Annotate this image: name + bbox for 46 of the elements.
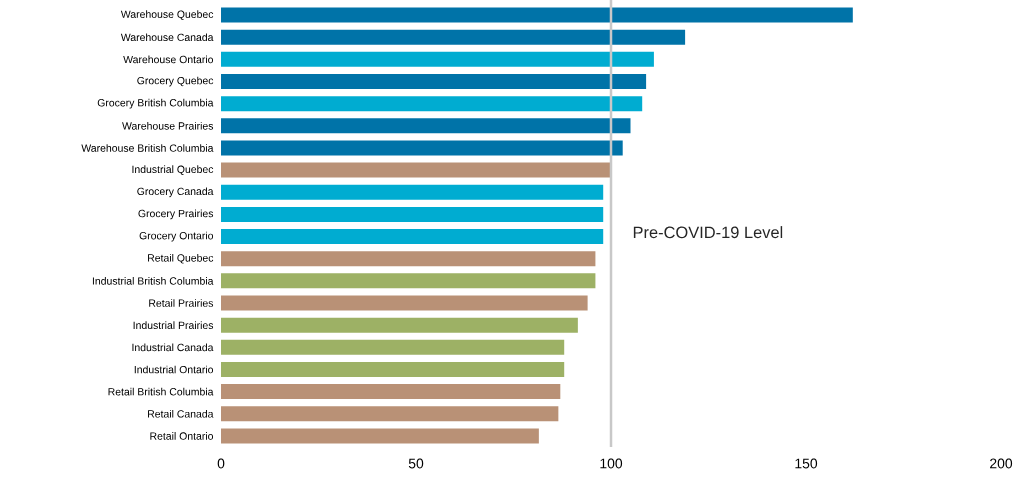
y-tick-label: Industrial Ontario — [134, 365, 214, 374]
y-tick-label: Retail Quebec — [148, 253, 214, 264]
bar — [221, 384, 561, 400]
y-tick-label: Retail Ontario — [150, 432, 214, 440]
y-tick-label: Warehouse Ontario — [123, 55, 214, 64]
ref-line-label: Pre-COVID-19 Level — [633, 226, 783, 239]
x-tick-label: 200 — [990, 458, 1013, 469]
bar — [221, 51, 654, 67]
y-tick-label: Industrial Prairies — [133, 321, 214, 330]
y-tick-label: Retail Canada — [148, 409, 214, 418]
y-tick-label: Industrial Canada — [132, 343, 214, 352]
bar — [221, 7, 853, 23]
y-tick-label: Grocery Quebec — [137, 76, 214, 87]
bar — [221, 184, 604, 200]
y-tick-label: Grocery Prairies — [138, 209, 214, 220]
y-tick-label: Grocery Ontario — [139, 231, 214, 242]
bar — [221, 140, 623, 156]
x-tick-label: 150 — [795, 458, 818, 469]
y-tick-label: Warehouse Canada — [120, 33, 214, 42]
x-tick-label: 100 — [600, 458, 623, 469]
bar — [221, 162, 612, 178]
bar — [221, 295, 588, 311]
bar — [221, 229, 604, 245]
bar — [221, 29, 686, 45]
bar — [221, 361, 565, 377]
x-tick-label: 50 — [408, 458, 424, 469]
bar — [221, 273, 596, 289]
bar — [221, 339, 565, 355]
bar — [221, 251, 596, 267]
bar — [221, 96, 643, 112]
y-tick-label: Industrial Quebec — [132, 165, 214, 175]
y-tick-label: Retail Prairies — [149, 299, 214, 307]
y-tick-label: Industrial British Columbia — [92, 277, 214, 285]
y-tick-label: Warehouse British Columbia — [81, 144, 214, 152]
y-tick-label: Grocery British Columbia — [97, 98, 214, 109]
bar — [221, 317, 578, 333]
x-tick-label: 0 — [217, 458, 225, 469]
y-tick-label: Grocery Canada — [137, 187, 214, 198]
bar — [221, 118, 631, 134]
bar — [221, 74, 647, 90]
y-tick-label: Warehouse Prairies — [122, 121, 214, 130]
bar — [221, 428, 539, 444]
y-tick-label: Warehouse Quebec — [120, 10, 214, 20]
bar — [221, 206, 604, 222]
bar — [221, 406, 559, 422]
y-tick-label: Retail British Columbia — [108, 387, 214, 396]
